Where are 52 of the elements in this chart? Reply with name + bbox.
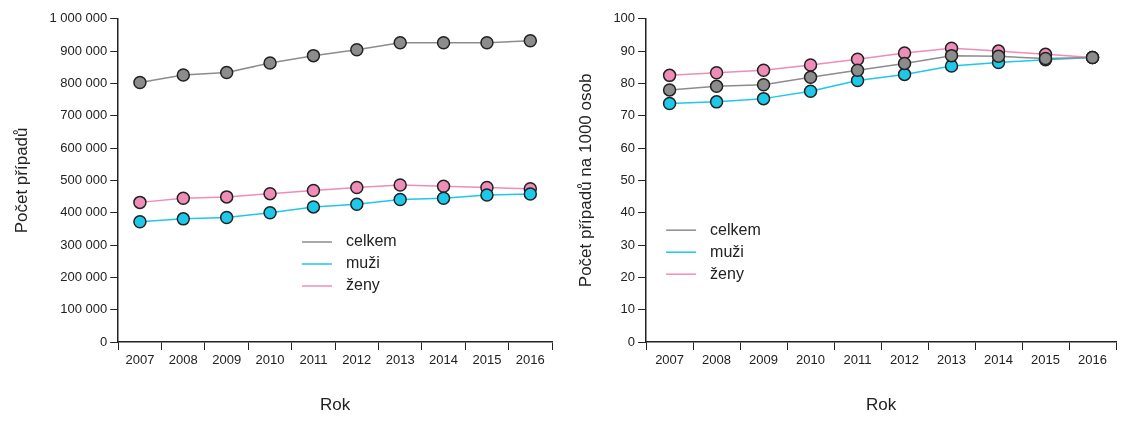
x-tick-label: 2016 xyxy=(1078,352,1107,368)
legend-label: muži xyxy=(710,242,744,260)
x-tick-label: 2009 xyxy=(749,352,779,368)
y-tick-label: 700 000 xyxy=(60,107,108,123)
x-axis-title: Rok xyxy=(865,395,897,415)
x-tick-label: 2007 xyxy=(125,352,155,368)
y-tick-label: 200 000 xyxy=(60,268,108,284)
y-tick-label: 800 000 xyxy=(60,75,108,91)
x-tick-label: 2007 xyxy=(655,352,685,368)
x-tick-label: 2011 xyxy=(299,352,328,368)
x-tick-label: 2013 xyxy=(385,352,415,368)
y-tick-label: 500 000 xyxy=(60,171,108,187)
legend-label: ženy xyxy=(346,276,380,294)
y-tick-label: 10 xyxy=(620,301,636,317)
y-tick-label: 80 xyxy=(620,75,636,91)
y-tick-label: 50 xyxy=(620,171,636,187)
y-tick-label: 90 xyxy=(620,42,636,58)
x-tick-label: 2016 xyxy=(515,352,545,368)
y-tick-label: 400 000 xyxy=(60,204,108,220)
y-tick-label: 70 xyxy=(620,107,636,123)
x-tick-label: 2015 xyxy=(472,352,502,368)
y-tick-label: 900 000 xyxy=(60,42,108,58)
x-tick-label: 2012 xyxy=(342,352,372,368)
x-tick-label: 2014 xyxy=(984,352,1013,368)
y-tick-label: 600 000 xyxy=(60,139,108,155)
y-tick-label: 0 xyxy=(100,333,108,349)
x-tick-label: 2010 xyxy=(255,352,285,368)
y-tick-label: 0 xyxy=(627,333,636,349)
x-tick-label: 2012 xyxy=(890,352,919,368)
x-tick-label: 2015 xyxy=(1031,352,1060,368)
legend-label: muži xyxy=(346,254,380,272)
x-axis-title: Rok xyxy=(320,395,351,415)
y-tick-label: 300 000 xyxy=(60,236,108,252)
x-tick-label: 2008 xyxy=(168,352,198,368)
x-tick-label: 2013 xyxy=(937,352,966,368)
legend-label: celkem xyxy=(710,220,761,238)
x-tick-label: 2014 xyxy=(429,352,459,368)
y-tick-label: 20 xyxy=(620,268,636,284)
legend-label: ženy xyxy=(710,264,744,282)
legend-label: celkem xyxy=(346,232,397,250)
y-tick-label: 1 000 000 xyxy=(49,10,108,26)
y-tick-label: 40 xyxy=(620,204,636,220)
y-tick-label: 60 xyxy=(620,139,636,155)
y-tick-label: 30 xyxy=(620,236,636,252)
y-axis-title: Počet případů xyxy=(11,127,31,234)
x-tick-label: 2008 xyxy=(702,352,732,368)
x-tick-label: 2010 xyxy=(796,352,826,368)
y-axis-title: Počet případů na 1000 osob xyxy=(575,73,595,288)
x-tick-label: 2009 xyxy=(212,352,242,368)
y-tick-label: 100 000 xyxy=(60,301,108,317)
x-tick-label: 2011 xyxy=(843,352,872,368)
y-tick-label: 100 xyxy=(613,10,636,26)
